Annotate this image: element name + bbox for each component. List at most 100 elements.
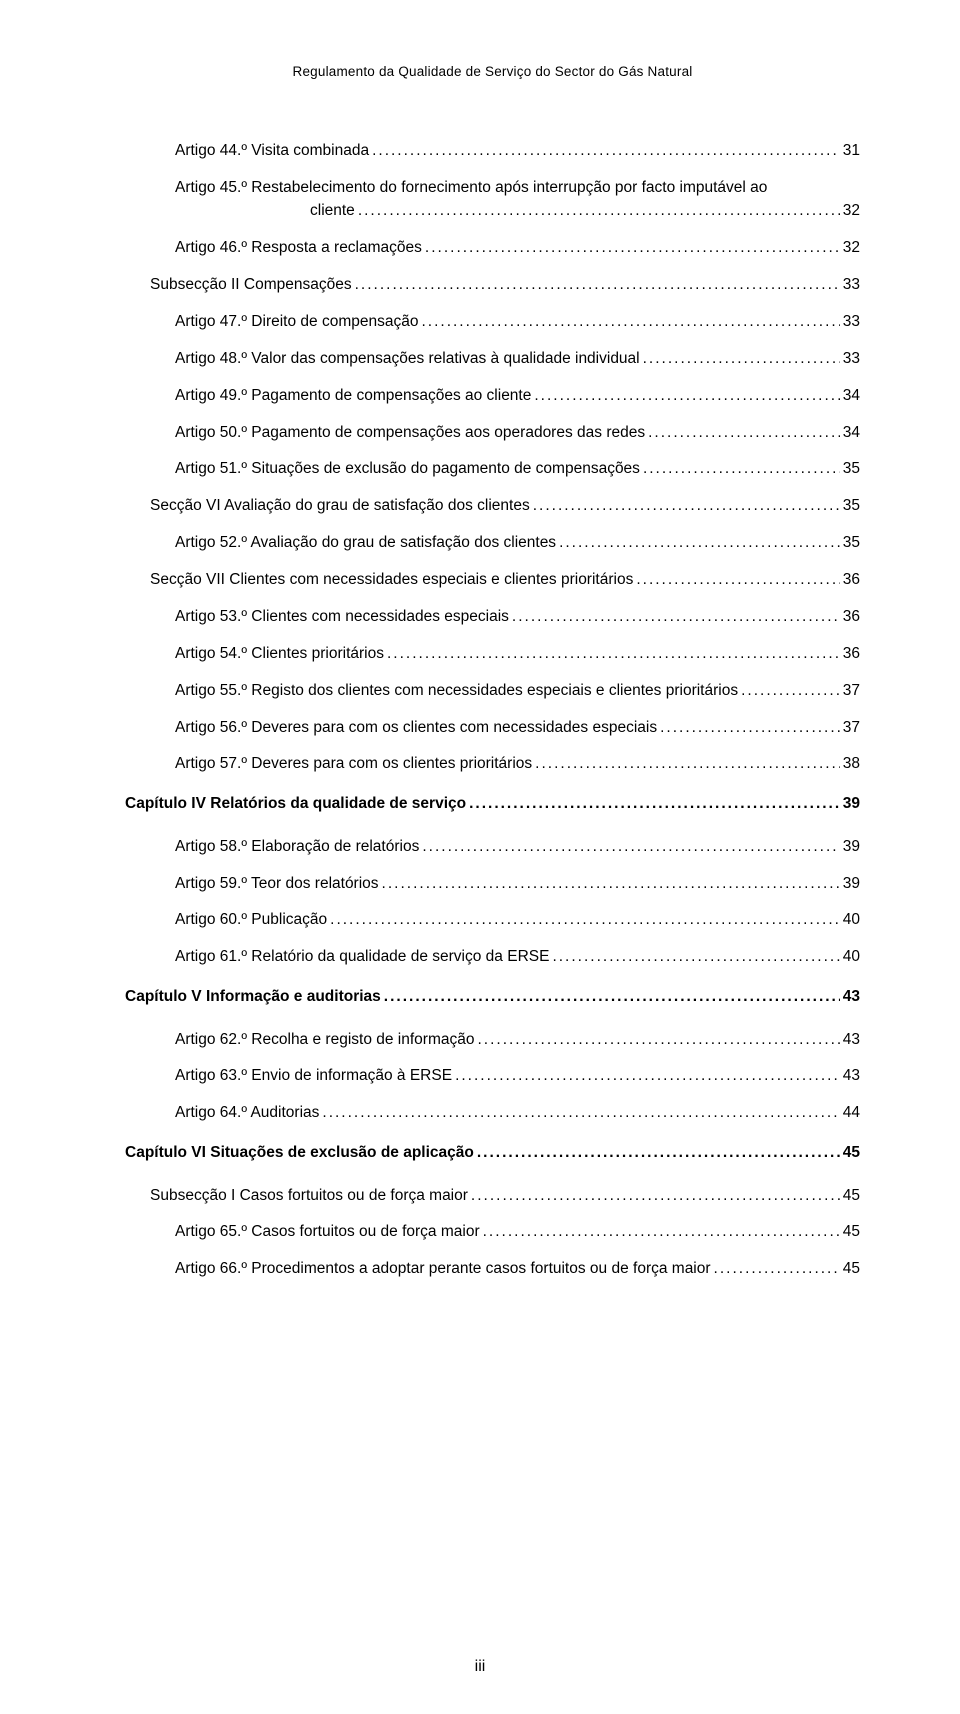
toc-page: 45 xyxy=(843,1222,860,1241)
toc-page: 45 xyxy=(843,1143,860,1162)
toc-page: 33 xyxy=(843,275,860,294)
toc-leader: ........................................… xyxy=(552,947,839,966)
toc-page: 31 xyxy=(843,141,860,160)
toc-page: 36 xyxy=(843,644,860,663)
toc-label: Artigo 49.º Pagamento de compensações ao… xyxy=(175,386,531,405)
toc-label: Artigo 48.º Valor das compensações relat… xyxy=(175,349,640,368)
toc-entry: Secção VI Avaliação do grau de satisfaçã… xyxy=(150,496,860,515)
toc-entry: Artigo 58.º Elaboração de relatórios....… xyxy=(175,837,860,856)
toc-label-cont: cliente xyxy=(310,201,355,220)
toc-page: 33 xyxy=(843,349,860,368)
toc-leader: ........................................… xyxy=(455,1066,840,1085)
toc-page: 34 xyxy=(843,423,860,442)
toc-label: Artigo 63.º Envio de informação à ERSE xyxy=(175,1066,452,1085)
toc-page: 35 xyxy=(843,496,860,515)
toc-entry: Artigo 44.º Visita combinada............… xyxy=(175,141,860,160)
toc-label: Artigo 54.º Clientes prioritários xyxy=(175,644,384,663)
toc-label: Subsecção II Compensações xyxy=(150,275,352,294)
toc-leader: ........................................… xyxy=(535,754,840,773)
toc-page: 32 xyxy=(843,238,860,257)
toc-leader: ........................................… xyxy=(648,423,840,442)
toc-entry: Artigo 54.º Clientes prioritários.......… xyxy=(175,644,860,663)
toc-label: Artigo 45.º Restabelecimento do fornecim… xyxy=(175,179,767,196)
toc-label: Artigo 58.º Elaboração de relatórios xyxy=(175,837,419,856)
toc-leader: ........................................… xyxy=(471,1186,840,1205)
toc-leader: ........................................… xyxy=(534,386,839,405)
toc-label: Artigo 59.º Teor dos relatórios xyxy=(175,874,379,893)
toc-entry: Artigo 48.º Valor das compensações relat… xyxy=(175,349,860,368)
toc-label: Artigo 62.º Recolha e registo de informa… xyxy=(175,1030,474,1049)
toc-entry: Artigo 45.º Restabelecimento do fornecim… xyxy=(175,178,860,221)
page-number: iii xyxy=(0,1658,960,1676)
toc-label: Artigo 55.º Registo dos clientes com nec… xyxy=(175,681,738,700)
toc-leader: ........................................… xyxy=(422,837,839,856)
toc-page: 37 xyxy=(843,681,860,700)
toc-entry: Capítulo VI Situações de exclusão de apl… xyxy=(125,1143,860,1162)
toc-entry: Artigo 53.º Clientes com necessidades es… xyxy=(175,607,860,626)
toc-label: Artigo 46.º Resposta a reclamações xyxy=(175,238,422,257)
toc-entry: Artigo 46.º Resposta a reclamações......… xyxy=(175,238,860,257)
toc-label: Capítulo IV Relatórios da qualidade de s… xyxy=(125,794,466,813)
toc-leader: ........................................… xyxy=(387,644,840,663)
toc-page: 39 xyxy=(843,874,860,893)
toc-page: 40 xyxy=(843,910,860,929)
toc-entry: Artigo 55.º Registo dos clientes com nec… xyxy=(175,681,860,700)
toc-entry: Artigo 49.º Pagamento de compensações ao… xyxy=(175,386,860,405)
table-of-contents: Artigo 44.º Visita combinada............… xyxy=(125,141,860,1279)
toc-leader: ........................................… xyxy=(469,794,840,813)
toc-label: Subsecção I Casos fortuitos ou de força … xyxy=(150,1186,468,1205)
toc-entry: Artigo 47.º Direito de compensação......… xyxy=(175,312,860,331)
toc-label: Artigo 50.º Pagamento de compensações ao… xyxy=(175,423,645,442)
toc-entry: Capítulo V Informação e auditorias......… xyxy=(125,987,860,1006)
toc-entry: Artigo 63.º Envio de informação à ERSE..… xyxy=(175,1066,860,1085)
toc-leader: ........................................… xyxy=(477,1143,840,1162)
toc-leader: ........................................… xyxy=(512,607,840,626)
toc-entry: Artigo 64.º Auditorias..................… xyxy=(175,1103,860,1122)
toc-leader: ........................................… xyxy=(372,141,840,160)
toc-label: Secção VII Clientes com necessidades esp… xyxy=(150,570,633,589)
toc-page: 43 xyxy=(843,1066,860,1085)
toc-page: 32 xyxy=(843,201,860,220)
toc-entry: Subsecção I Casos fortuitos ou de força … xyxy=(150,1186,860,1205)
toc-entry: Artigo 65.º Casos fortuitos ou de força … xyxy=(175,1222,860,1241)
toc-entry: Artigo 66.º Procedimentos a adoptar pera… xyxy=(175,1259,860,1278)
toc-leader: ........................................… xyxy=(636,570,839,589)
toc-leader: ........................................… xyxy=(358,201,840,220)
toc-page: 37 xyxy=(843,718,860,737)
toc-leader: ........................................… xyxy=(643,349,840,368)
page-header: Regulamento da Qualidade de Serviço do S… xyxy=(125,64,860,79)
toc-entry: Artigo 56.º Deveres para com os clientes… xyxy=(175,718,860,737)
toc-leader: ........................................… xyxy=(483,1222,840,1241)
toc-label: Capítulo VI Situações de exclusão de apl… xyxy=(125,1143,474,1162)
toc-leader: ........................................… xyxy=(533,496,840,515)
toc-page: 38 xyxy=(843,754,860,773)
toc-leader: ........................................… xyxy=(322,1103,839,1122)
toc-entry: Artigo 59.º Teor dos relatórios.........… xyxy=(175,874,860,893)
toc-page: 45 xyxy=(843,1186,860,1205)
toc-entry: Subsecção II Compensações...............… xyxy=(150,275,860,294)
toc-label: Capítulo V Informação e auditorias xyxy=(125,987,381,1006)
toc-page: 36 xyxy=(843,570,860,589)
toc-leader: ........................................… xyxy=(643,459,840,478)
toc-label: Secção VI Avaliação do grau de satisfaçã… xyxy=(150,496,530,515)
toc-page: 35 xyxy=(843,533,860,552)
toc-label: Artigo 60.º Publicação xyxy=(175,910,327,929)
toc-leader: ........................................… xyxy=(559,533,840,552)
toc-leader: ........................................… xyxy=(477,1030,839,1049)
toc-leader: ........................................… xyxy=(425,238,840,257)
toc-entry: Artigo 60.º Publicação..................… xyxy=(175,910,860,929)
toc-leader: ........................................… xyxy=(384,987,840,1006)
toc-page: 33 xyxy=(843,312,860,331)
toc-entry: Secção VII Clientes com necessidades esp… xyxy=(150,570,860,589)
toc-label: Artigo 65.º Casos fortuitos ou de força … xyxy=(175,1222,480,1241)
toc-page: 45 xyxy=(843,1259,860,1278)
toc-leader: ........................................… xyxy=(714,1259,840,1278)
toc-page: 43 xyxy=(843,987,860,1006)
toc-page: 34 xyxy=(843,386,860,405)
toc-label: Artigo 53.º Clientes com necessidades es… xyxy=(175,607,509,626)
toc-page: 36 xyxy=(843,607,860,626)
toc-entry: Capítulo IV Relatórios da qualidade de s… xyxy=(125,794,860,813)
toc-label: Artigo 61.º Relatório da qualidade de se… xyxy=(175,947,549,966)
toc-entry: Artigo 51.º Situações de exclusão do pag… xyxy=(175,459,860,478)
toc-label: Artigo 47.º Direito de compensação xyxy=(175,312,418,331)
